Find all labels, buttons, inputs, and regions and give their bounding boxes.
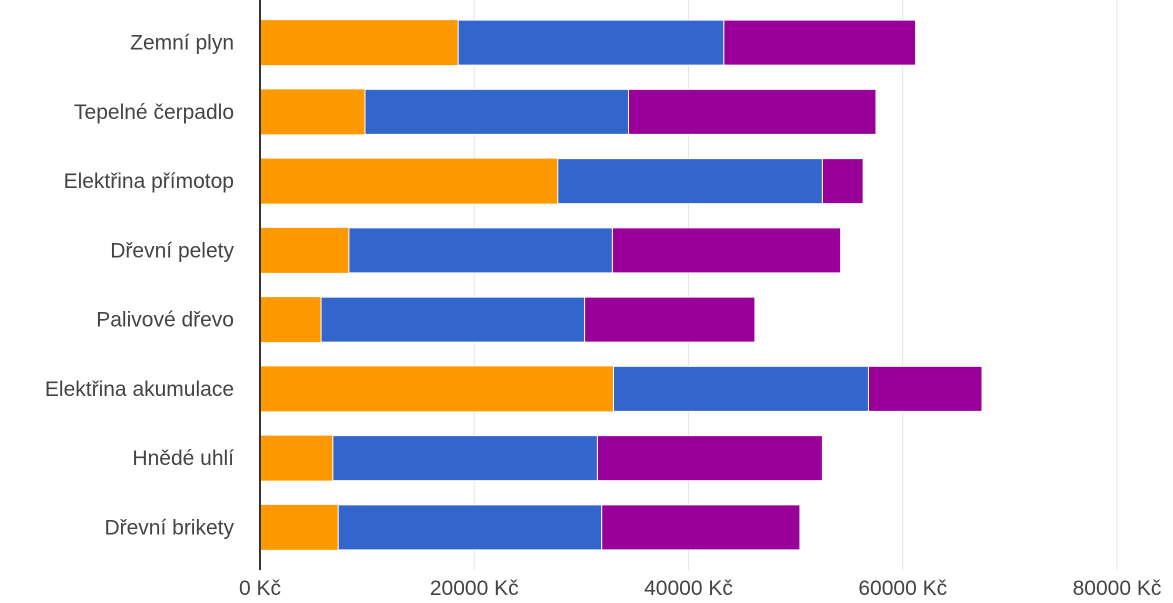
category-label: Palivové dřevo (96, 309, 234, 332)
bar-segment-3 (601, 504, 801, 551)
bar-segment-2 (364, 88, 630, 135)
x-tick-label: 20000 Kč (430, 577, 519, 600)
grid-lines (473, 0, 1118, 570)
bar-segment-1 (260, 297, 322, 343)
bar-segment-2 (613, 365, 869, 412)
category-label: Tepelné čerpadlo (74, 101, 234, 124)
bar-segment-2 (337, 504, 603, 551)
category-label: Dřevní pelety (110, 239, 234, 262)
x-tick-label: 80000 Kč (1073, 577, 1162, 600)
bar-segment-1 (260, 435, 333, 481)
category-label: Elektřina přímotop (64, 170, 234, 193)
category-labels: Zemní plyn Tepelné čerpadlo Elektřina přím… (45, 32, 235, 540)
bar-segment-1 (260, 227, 349, 273)
bar-segment-1 (260, 366, 614, 412)
x-tick-labels: 0 Kč 20000 Kč 40000 Kč 60000 Kč 80000 Kč (239, 577, 1161, 600)
bar-segment-1 (260, 158, 558, 204)
bar-segment-3 (596, 435, 823, 482)
category-label: Elektřina akumulace (45, 378, 234, 401)
category-label: Hnědé uhlí (132, 447, 234, 470)
bar-segment-3 (723, 19, 917, 66)
category-label: Dřevní brikety (104, 516, 234, 539)
bar-segment-3 (867, 365, 983, 412)
bar-segment-2 (320, 296, 586, 343)
bar-segment-3 (584, 296, 756, 343)
x-tick-label: 60000 Kč (858, 577, 947, 600)
bar-segment-2 (332, 435, 598, 482)
category-label: Zemní plyn (130, 32, 234, 55)
bar-segment-2 (457, 19, 725, 66)
bar-segment-1 (260, 20, 459, 66)
bar-segment-2 (348, 227, 613, 274)
bar-segment-3 (628, 88, 877, 135)
bar-segment-3 (821, 158, 864, 205)
bar-segment-2 (557, 158, 823, 205)
x-tick-label: 40000 Kč (644, 577, 733, 600)
x-tick-label: 0 Kč (239, 577, 281, 600)
bar-segment-1 (260, 89, 365, 135)
bars (260, 19, 983, 551)
bar-segment-3 (611, 227, 842, 274)
bar-segment-1 (260, 504, 339, 550)
